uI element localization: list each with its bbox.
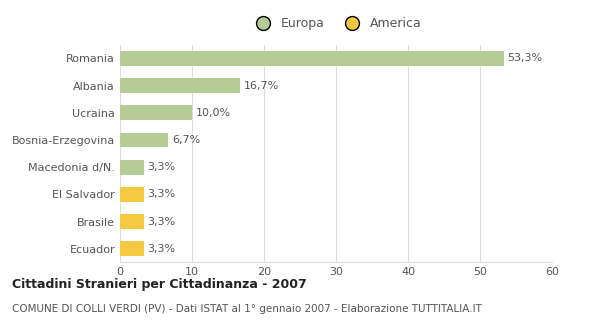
Text: 3,3%: 3,3% [148, 189, 175, 199]
Text: 3,3%: 3,3% [148, 162, 175, 172]
Bar [120, 132, 168, 148]
Text: 3,3%: 3,3% [148, 217, 175, 227]
Bar [120, 105, 192, 120]
Text: Cittadini Stranieri per Cittadinanza - 2007: Cittadini Stranieri per Cittadinanza - 2… [12, 278, 307, 292]
Text: 53,3%: 53,3% [508, 53, 542, 63]
Text: COMUNE DI COLLI VERDI (PV) - Dati ISTAT al 1° gennaio 2007 - Elaborazione TUTTIT: COMUNE DI COLLI VERDI (PV) - Dati ISTAT … [12, 304, 482, 314]
Text: 3,3%: 3,3% [148, 244, 175, 254]
Text: 10,0%: 10,0% [196, 108, 231, 118]
Legend: Europa, America: Europa, America [245, 12, 427, 35]
Bar [120, 160, 144, 175]
Bar [120, 241, 144, 256]
Bar [120, 214, 144, 229]
Bar [120, 78, 240, 93]
Bar [120, 51, 504, 66]
Text: 16,7%: 16,7% [244, 81, 279, 91]
Bar [120, 187, 144, 202]
Text: 6,7%: 6,7% [172, 135, 200, 145]
